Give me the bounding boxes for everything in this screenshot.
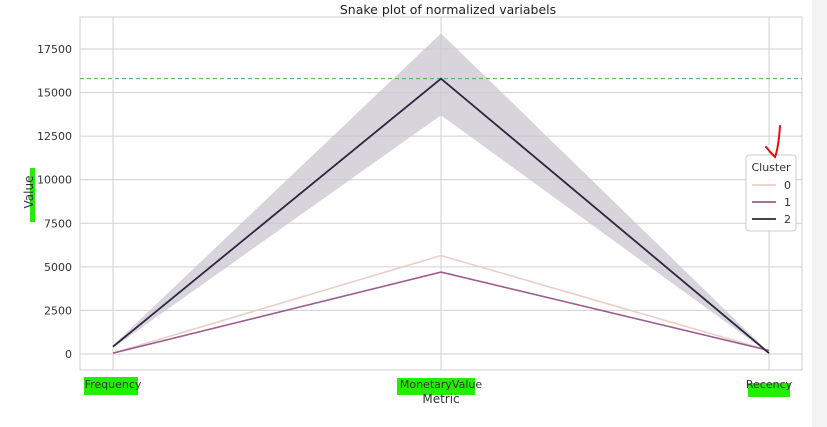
red-check-annotation [765, 125, 781, 159]
frequency-highlight [84, 377, 138, 395]
y-tick-label: 7500 [44, 217, 72, 230]
chart-title: Snake plot of normalized variabels [340, 2, 556, 17]
tick-labels-layer: 0 2500 5000 7500 10000 12500 15000 17500 Frequen… [37, 43, 793, 391]
x-tick-label: Recency [746, 378, 793, 391]
recency-highlight [748, 383, 790, 397]
confidence-band-layer [113, 33, 769, 354]
legend-label-1: 1 [784, 196, 791, 209]
x-tick-label: MonetaryValue [400, 378, 482, 391]
legend: Cluster 0 1 2 [745, 154, 797, 232]
y-tick-label: 10000 [37, 174, 72, 187]
y-axis-title: Value [22, 176, 36, 209]
legend-label-2: 2 [784, 213, 791, 226]
legend-title: Cluster [751, 161, 791, 174]
cluster-1-line [112, 271, 770, 354]
ylabel-highlight [30, 168, 35, 222]
cluster-2-confidence-band [113, 33, 769, 354]
y-tick-label: 15000 [37, 87, 72, 100]
monetary-highlight [397, 378, 475, 395]
y-tick-label: 2500 [44, 304, 72, 317]
x-axis-title: Metric [422, 392, 459, 406]
cluster-2-line [112, 77, 770, 354]
grid-layer [79, 16, 803, 371]
window-edge-strip [812, 0, 827, 427]
series-lines-layer [112, 77, 770, 354]
legend-label-0: 0 [784, 179, 791, 192]
y-tick-label: 5000 [44, 261, 72, 274]
y-tick-label: 12500 [37, 130, 72, 143]
cluster-0-line [112, 254, 770, 354]
highlight-layer [30, 168, 790, 397]
y-tick-label: 17500 [37, 43, 72, 56]
legend-box [745, 154, 797, 232]
x-tick-label: Frequency [85, 378, 142, 391]
y-tick-label: 0 [65, 348, 72, 361]
